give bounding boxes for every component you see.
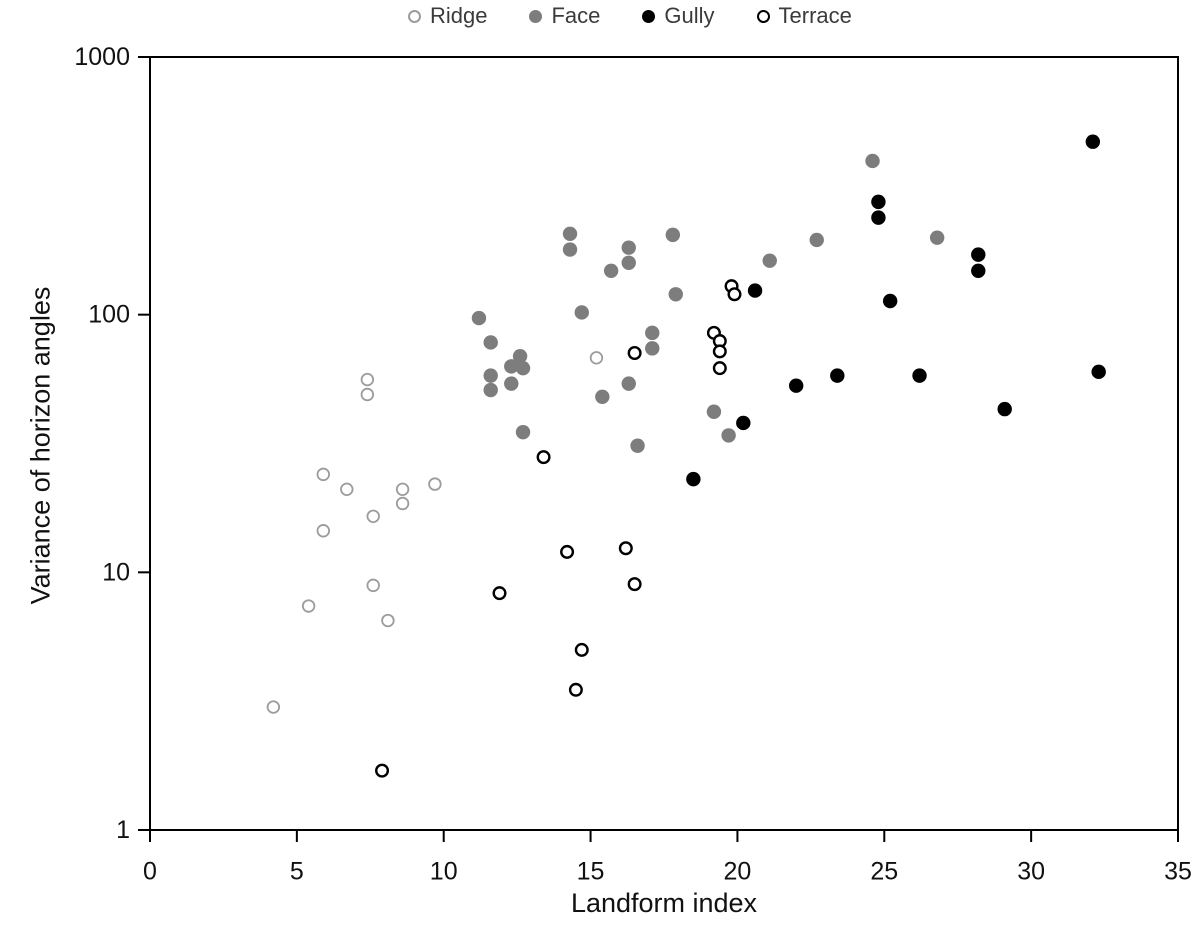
data-point-gully (1091, 364, 1106, 380)
data-point-face (595, 389, 610, 405)
y-tick-label: 1000 (74, 43, 130, 71)
data-point-face (621, 255, 636, 270)
y-tick-label: 1 (116, 816, 130, 844)
legend-item-gully: Gully (642, 2, 715, 30)
data-point-face (562, 242, 578, 257)
data-point-face (483, 335, 498, 350)
legend-item-ridge: Ridge (408, 2, 487, 30)
data-point-ridge (316, 467, 330, 482)
data-point-face (512, 348, 528, 364)
data-point-gully (747, 283, 763, 298)
data-point-face (645, 341, 660, 356)
data-point-ridge (301, 599, 316, 613)
data-point-face (603, 263, 619, 278)
data-point-gully (736, 415, 751, 431)
data-point-terrace (618, 541, 633, 556)
data-point-face (621, 240, 636, 255)
data-point-gully (882, 293, 898, 309)
data-point-ridge (428, 477, 442, 491)
data-point-ridge (366, 578, 380, 593)
data-point-face (668, 287, 683, 302)
x-axis-title: Landform index (570, 888, 758, 918)
data-point-face (929, 230, 945, 245)
gully-filled-circle-icon (642, 9, 656, 23)
data-point-face (515, 360, 531, 376)
data-point-face (483, 382, 498, 398)
y-tick-label: 100 (88, 301, 130, 329)
data-point-terrace (492, 586, 507, 601)
legend-label-gully: Gully (664, 3, 715, 28)
data-point-terrace (712, 361, 727, 376)
data-point-face (630, 438, 645, 453)
data-point-ridge (266, 700, 281, 714)
y-tick-label: 10 (102, 558, 130, 586)
data-point-face (809, 232, 824, 248)
data-point-ridge (366, 509, 380, 523)
x-tick-label: 5 (290, 858, 304, 886)
data-point-terrace (627, 577, 642, 592)
x-tick-label: 15 (577, 858, 605, 886)
data-point-terrace (568, 682, 583, 697)
data-point-ridge (360, 372, 375, 387)
data-point-gully (871, 210, 886, 225)
x-tick-label: 35 (1164, 858, 1192, 886)
data-point-gully (971, 263, 986, 278)
data-point-ridge (381, 613, 395, 628)
data-point-ridge (340, 482, 354, 497)
data-point-gully (871, 194, 886, 210)
data-point-face (471, 310, 487, 326)
data-point-face (483, 368, 498, 383)
data-point-face (562, 226, 578, 241)
data-point-ridge (360, 387, 375, 402)
data-point-face (574, 305, 589, 320)
data-point-terrace (712, 344, 727, 359)
data-point-face (762, 253, 777, 268)
data-point-gully (830, 368, 845, 383)
data-point-face (504, 359, 519, 374)
data-point-gully (788, 378, 804, 393)
data-point-face (665, 227, 681, 243)
terrace-open-circle-icon (756, 9, 770, 23)
legend-label-face: Face (551, 3, 601, 28)
data-point-face (645, 325, 660, 341)
x-tick-label: 20 (724, 858, 752, 886)
data-point-face (865, 153, 880, 169)
data-point-gully (1085, 134, 1101, 149)
y-axis-title: Variance of horizon angles (25, 286, 56, 605)
legend-item-face: Face (529, 2, 600, 30)
data-point-ridge (395, 482, 410, 497)
data-point-gully (997, 401, 1012, 417)
data-point-gully (971, 247, 986, 262)
data-point-ridge (395, 496, 410, 511)
legend-label-terrace: Terrace (778, 3, 852, 28)
x-tick-label: 30 (1017, 858, 1045, 886)
data-point-ridge (316, 524, 330, 538)
data-point-gully (912, 368, 927, 383)
face-filled-circle-icon (529, 9, 543, 23)
data-point-terrace (536, 450, 551, 465)
data-point-face (515, 424, 531, 440)
data-point-gully (686, 471, 701, 487)
x-tick-label: 0 (143, 858, 157, 886)
x-tick-label: 10 (430, 858, 458, 886)
data-point-face (721, 428, 736, 443)
data-point-ridge (589, 351, 604, 365)
data-point-terrace (727, 287, 742, 302)
plot-area-border (149, 56, 1179, 831)
data-point-face (706, 404, 722, 419)
data-point-terrace (560, 544, 575, 559)
chart-legend: Ridge Face Gully Terrace (408, 2, 852, 30)
data-point-face (504, 376, 519, 391)
data-point-terrace (375, 763, 390, 778)
data-point-face (621, 376, 636, 391)
legend-item-terrace: Terrace (756, 2, 852, 30)
legend-label-ridge: Ridge (430, 3, 488, 28)
data-point-terrace (574, 642, 589, 657)
ridge-open-circle-icon (408, 9, 421, 23)
x-tick-label: 25 (870, 858, 898, 886)
data-point-terrace (627, 345, 642, 360)
